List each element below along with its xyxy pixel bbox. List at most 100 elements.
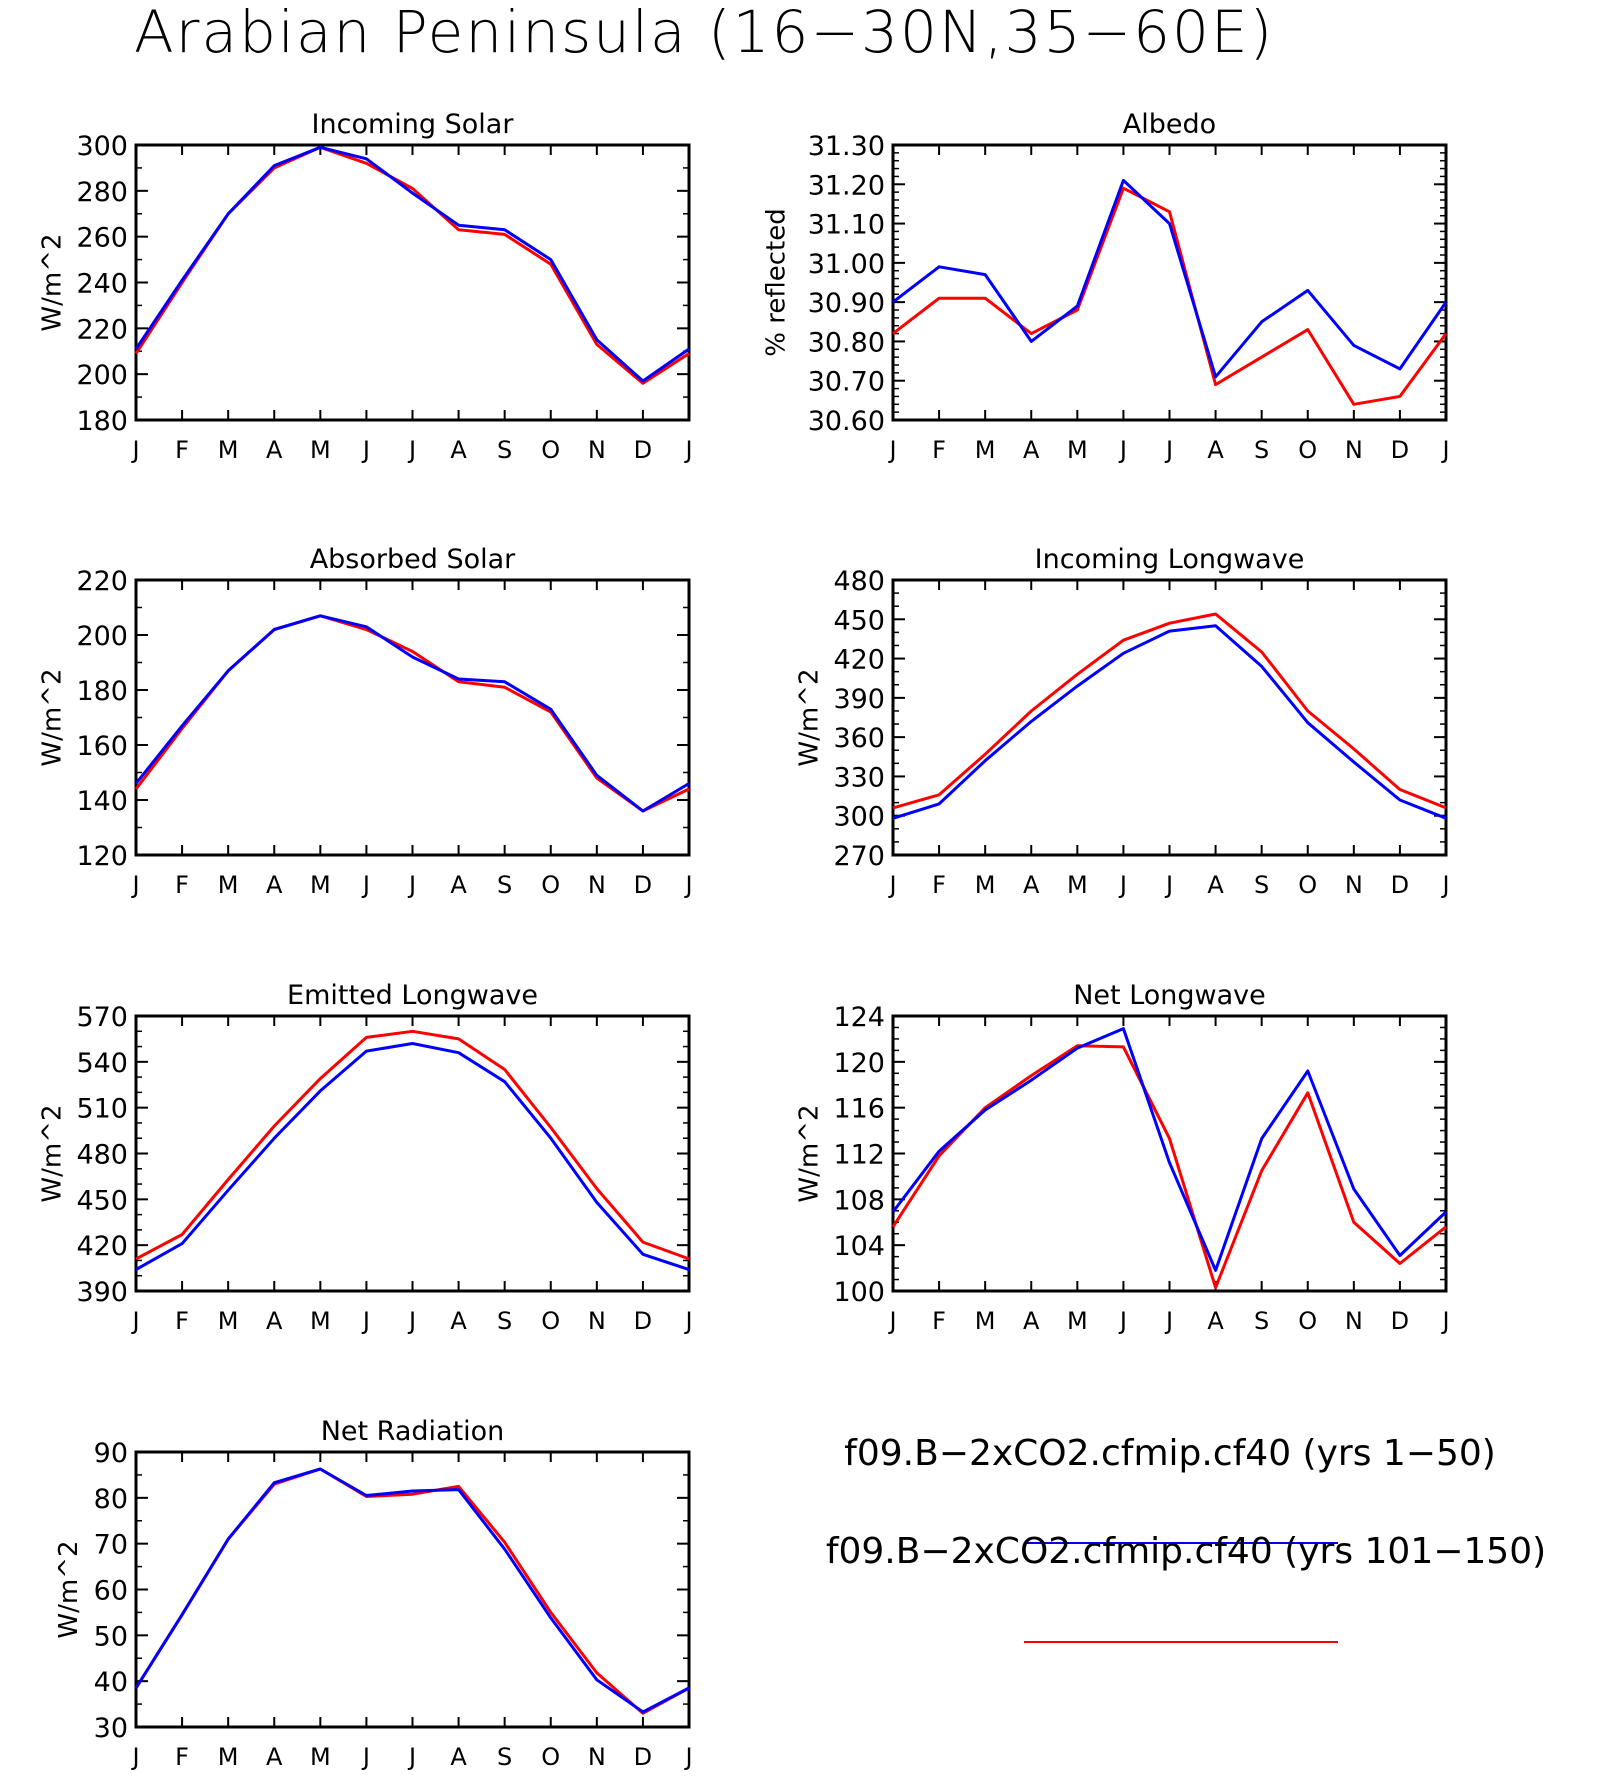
absorbed-solar-series-1-line xyxy=(134,614,690,813)
emitted-longwave-series-2-line xyxy=(135,1029,690,1261)
absorbed-solar-x-tick-label: J xyxy=(361,871,370,899)
incoming-solar-y-tick-label: 260 xyxy=(76,223,128,254)
emitted-longwave-title: Emitted Longwave xyxy=(287,980,538,1011)
incoming-longwave-x-tick-label: O xyxy=(1298,871,1317,899)
incoming-longwave-y-tick-label: 330 xyxy=(833,762,885,793)
albedo-x-tick-label: J xyxy=(1118,436,1127,464)
albedo-y-tick-label: 30.60 xyxy=(808,406,885,437)
absorbed-solar-plot-frame xyxy=(134,578,691,857)
incoming-longwave-x-tick-label: M xyxy=(975,871,996,899)
emitted-longwave-x-tick-label: M xyxy=(218,1307,239,1335)
net-longwave-series-1-line xyxy=(891,1027,1448,1272)
incoming-solar-x-tick-label: J xyxy=(407,436,416,464)
net-longwave-x-tick-label: M xyxy=(1067,1307,1088,1335)
emitted-longwave-x-tick-label: M xyxy=(310,1307,331,1335)
net-radiation-y-tick-label: 60 xyxy=(94,1576,128,1607)
albedo-series-2-line xyxy=(892,186,1448,406)
emitted-longwave-chart: J F M A M J J A S O N D J390420450480510540570Emitte… xyxy=(38,980,693,1335)
net-longwave-x-tick-label: S xyxy=(1254,1307,1269,1335)
net-radiation-y-tick-label: 40 xyxy=(94,1667,128,1698)
net-longwave-series-2-line xyxy=(891,1044,1447,1290)
incoming-solar-plot-frame xyxy=(134,143,691,422)
incoming-solar-y-axis-label: W/m^2 xyxy=(38,233,68,331)
absorbed-solar-x-tick-label: D xyxy=(634,871,652,899)
albedo-x-tick-label: J xyxy=(887,436,896,464)
net-longwave-y-tick-label: 124 xyxy=(833,1002,885,1033)
net-radiation-y-tick-label: 30 xyxy=(94,1713,128,1744)
net-radiation-x-tick-label: N xyxy=(588,1743,606,1771)
incoming-longwave-plot-frame xyxy=(891,578,1448,857)
emitted-longwave-x-tick-label: S xyxy=(497,1307,512,1335)
emitted-longwave-x-tick-label: F xyxy=(175,1307,189,1335)
net-radiation-x-tick-label: M xyxy=(310,1743,331,1771)
net-longwave-y-axis-label: W/m^2 xyxy=(795,1104,825,1202)
incoming-longwave-x-tick-label: J xyxy=(1118,871,1127,899)
incoming-solar-x-tick-label: M xyxy=(218,436,239,464)
albedo-x-tick-label: J xyxy=(1164,436,1173,464)
absorbed-solar-x-tick-label: J xyxy=(407,871,416,899)
incoming-solar-x-tick-label: M xyxy=(310,436,331,464)
emitted-longwave-x-tick-label: A xyxy=(450,1307,467,1335)
incoming-solar-x-tick-label: F xyxy=(175,436,189,464)
incoming-solar-x-tick-label: O xyxy=(541,436,560,464)
incoming-longwave-y-tick-label: 360 xyxy=(833,723,885,754)
incoming-solar-x-tick-label: A xyxy=(266,436,283,464)
net-longwave-x-tick-label: O xyxy=(1298,1307,1317,1335)
net-radiation-y-tick-label: 70 xyxy=(94,1530,128,1561)
emitted-longwave-x-tick-label: D xyxy=(634,1307,652,1335)
emitted-longwave-x-tick-label: J xyxy=(361,1307,370,1335)
incoming-longwave-x-tick-label: J xyxy=(1440,871,1449,899)
albedo-y-tick-label: 31.10 xyxy=(808,210,885,241)
emitted-longwave-y-tick-label: 420 xyxy=(76,1231,128,1262)
incoming-longwave-y-tick-label: 420 xyxy=(833,645,885,676)
net-longwave-x-tick-label: J xyxy=(1118,1307,1127,1335)
incoming-solar-x-tick-label: A xyxy=(450,436,467,464)
net-radiation-x-tick-label: F xyxy=(175,1743,189,1771)
net-radiation-y-tick-label: 80 xyxy=(94,1484,128,1515)
absorbed-solar-title: Absorbed Solar xyxy=(310,544,516,575)
albedo-x-tick-label: A xyxy=(1023,436,1040,464)
emitted-longwave-x-tick-label: J xyxy=(407,1307,416,1335)
net-longwave-y-tick-label: 120 xyxy=(833,1048,885,1079)
net-longwave-y-tick-label: 100 xyxy=(833,1277,885,1308)
net-radiation-x-tick-label: J xyxy=(361,1743,370,1771)
emitted-longwave-series-1-line xyxy=(135,1042,690,1272)
incoming-solar-y-tick-label: 300 xyxy=(76,131,128,162)
net-longwave-y-tick-label: 112 xyxy=(833,1140,885,1171)
incoming-longwave-title: Incoming Longwave xyxy=(1035,544,1305,575)
incoming-solar-y-tick-label: 180 xyxy=(76,406,128,437)
absorbed-solar-x-tick-label: M xyxy=(218,871,239,899)
albedo-series-1-line xyxy=(892,178,1448,379)
incoming-longwave-chart: J F M A M J J A S O N D J270300330360390420450480Inc… xyxy=(795,544,1450,899)
incoming-longwave-x-tick-label: M xyxy=(1067,871,1088,899)
incoming-solar-y-tick-label: 240 xyxy=(76,269,128,300)
albedo-x-tick-label: M xyxy=(1067,436,1088,464)
albedo-title: Albedo xyxy=(1123,109,1216,140)
incoming-solar-y-tick-label: 280 xyxy=(76,177,128,208)
absorbed-solar-y-axis-label: W/m^2 xyxy=(38,668,68,766)
net-radiation-x-tick-label: J xyxy=(683,1743,692,1771)
absorbed-solar-x-tick-label: N xyxy=(588,871,606,899)
albedo-y-tick-label: 31.20 xyxy=(808,170,885,201)
albedo-y-tick-label: 31.00 xyxy=(808,249,885,280)
net-radiation-y-axis-label: W/m^2 xyxy=(54,1540,84,1638)
albedo-y-tick-label: 30.90 xyxy=(808,288,885,319)
albedo-y-axis-label: % reflected xyxy=(762,208,792,356)
absorbed-solar-y-tick-label: 180 xyxy=(76,676,128,707)
incoming-solar-x-tick-label: N xyxy=(588,436,606,464)
incoming-longwave-y-tick-label: 480 xyxy=(833,566,885,597)
net-radiation-x-tick-label: D xyxy=(634,1743,652,1771)
net-longwave-plot-frame xyxy=(891,1014,1448,1293)
emitted-longwave-x-tick-label: O xyxy=(541,1307,560,1335)
net-radiation-x-tick-label: A xyxy=(266,1743,283,1771)
net-radiation-y-tick-label: 90 xyxy=(94,1438,128,1469)
emitted-longwave-x-tick-label: N xyxy=(588,1307,606,1335)
albedo-x-tick-label: A xyxy=(1207,436,1224,464)
incoming-longwave-y-tick-label: 300 xyxy=(833,802,885,833)
incoming-solar-chart: J F M A M J J A S O N D J180200220240260280300Incomi… xyxy=(38,109,693,464)
net-longwave-y-tick-label: 104 xyxy=(833,1231,885,1262)
absorbed-solar-y-tick-label: 200 xyxy=(76,621,128,652)
